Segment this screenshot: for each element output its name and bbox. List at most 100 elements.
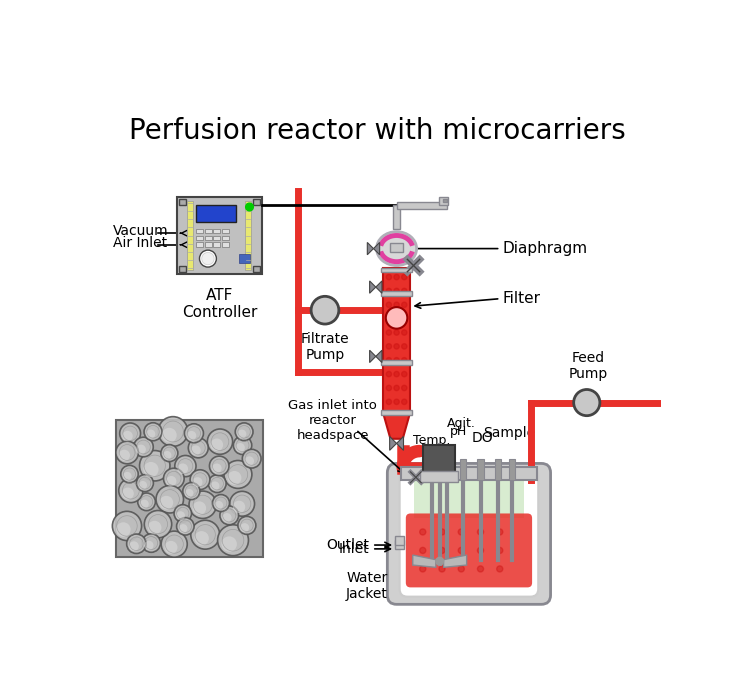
Circle shape bbox=[236, 443, 245, 452]
Circle shape bbox=[311, 296, 339, 324]
Bar bbox=[245, 201, 251, 270]
Circle shape bbox=[144, 462, 158, 477]
Polygon shape bbox=[370, 350, 376, 363]
Circle shape bbox=[136, 475, 153, 491]
Circle shape bbox=[386, 344, 391, 349]
Circle shape bbox=[573, 390, 600, 416]
Circle shape bbox=[175, 455, 196, 477]
Polygon shape bbox=[370, 281, 376, 293]
Text: Sample: Sample bbox=[483, 426, 535, 439]
Circle shape bbox=[163, 451, 172, 459]
Circle shape bbox=[133, 437, 153, 457]
Circle shape bbox=[386, 330, 391, 335]
Text: Vacuum: Vacuum bbox=[113, 224, 169, 238]
Circle shape bbox=[394, 289, 399, 293]
Circle shape bbox=[211, 482, 220, 491]
Circle shape bbox=[402, 372, 407, 377]
Circle shape bbox=[458, 529, 464, 535]
Circle shape bbox=[176, 511, 185, 520]
Text: Water
Jacket: Water Jacket bbox=[346, 571, 388, 601]
Bar bbox=[254, 266, 259, 272]
Polygon shape bbox=[376, 281, 382, 293]
Circle shape bbox=[478, 566, 483, 572]
Bar bbox=[205, 242, 212, 247]
Bar bbox=[413, 475, 525, 518]
Circle shape bbox=[147, 521, 161, 534]
Bar bbox=[383, 268, 410, 414]
Circle shape bbox=[188, 438, 209, 458]
Bar bbox=[401, 466, 537, 480]
Circle shape bbox=[394, 275, 399, 280]
Circle shape bbox=[224, 460, 252, 489]
Circle shape bbox=[394, 385, 399, 391]
Circle shape bbox=[144, 540, 153, 550]
Circle shape bbox=[394, 316, 399, 321]
Text: Temp.: Temp. bbox=[413, 435, 451, 447]
Circle shape bbox=[138, 493, 156, 511]
Circle shape bbox=[478, 547, 483, 554]
Text: ATF
Controller: ATF Controller bbox=[182, 288, 257, 320]
Circle shape bbox=[228, 471, 242, 485]
Circle shape bbox=[497, 547, 503, 554]
Bar bbox=[381, 361, 412, 365]
Circle shape bbox=[386, 399, 391, 405]
Bar bbox=[196, 228, 203, 233]
Circle shape bbox=[394, 399, 399, 405]
Polygon shape bbox=[413, 555, 436, 567]
Circle shape bbox=[166, 476, 176, 486]
Bar bbox=[439, 197, 448, 205]
Text: Agit.: Agit. bbox=[447, 417, 475, 430]
Circle shape bbox=[183, 482, 200, 500]
Circle shape bbox=[159, 496, 173, 509]
Circle shape bbox=[211, 439, 223, 451]
Bar bbox=[222, 242, 228, 247]
Bar bbox=[195, 205, 236, 221]
Circle shape bbox=[237, 430, 246, 439]
Circle shape bbox=[419, 566, 426, 572]
Bar bbox=[444, 459, 450, 480]
Bar bbox=[196, 242, 203, 247]
Bar bbox=[254, 199, 259, 206]
Circle shape bbox=[179, 524, 187, 533]
Circle shape bbox=[386, 358, 391, 363]
Circle shape bbox=[386, 289, 391, 293]
Circle shape bbox=[144, 511, 172, 538]
Circle shape bbox=[164, 468, 184, 489]
Circle shape bbox=[119, 478, 143, 502]
Circle shape bbox=[230, 491, 254, 516]
Circle shape bbox=[478, 529, 483, 535]
Circle shape bbox=[207, 429, 233, 454]
Circle shape bbox=[436, 557, 444, 565]
Text: Air Inlet: Air Inlet bbox=[113, 236, 167, 251]
Bar bbox=[423, 445, 455, 477]
Circle shape bbox=[402, 344, 407, 349]
Circle shape bbox=[214, 501, 223, 509]
Circle shape bbox=[497, 566, 503, 572]
Circle shape bbox=[144, 423, 162, 441]
Bar bbox=[196, 235, 203, 240]
Circle shape bbox=[497, 529, 503, 535]
Circle shape bbox=[184, 424, 203, 443]
Circle shape bbox=[245, 203, 254, 211]
Bar bbox=[213, 242, 220, 247]
Circle shape bbox=[116, 441, 139, 464]
FancyBboxPatch shape bbox=[399, 468, 538, 597]
Circle shape bbox=[122, 488, 134, 500]
Circle shape bbox=[192, 501, 206, 515]
Bar bbox=[509, 459, 515, 480]
Bar bbox=[187, 201, 193, 270]
Circle shape bbox=[200, 250, 217, 267]
Circle shape bbox=[402, 330, 407, 335]
Bar bbox=[429, 459, 435, 480]
Polygon shape bbox=[367, 242, 374, 255]
Polygon shape bbox=[376, 350, 382, 363]
Circle shape bbox=[439, 547, 445, 554]
Text: Feed
Pump: Feed Pump bbox=[569, 351, 608, 381]
Circle shape bbox=[394, 302, 399, 307]
Bar bbox=[495, 459, 501, 480]
Circle shape bbox=[174, 504, 192, 522]
Circle shape bbox=[238, 516, 256, 534]
Circle shape bbox=[209, 475, 226, 493]
Circle shape bbox=[139, 450, 170, 481]
Circle shape bbox=[178, 464, 188, 474]
